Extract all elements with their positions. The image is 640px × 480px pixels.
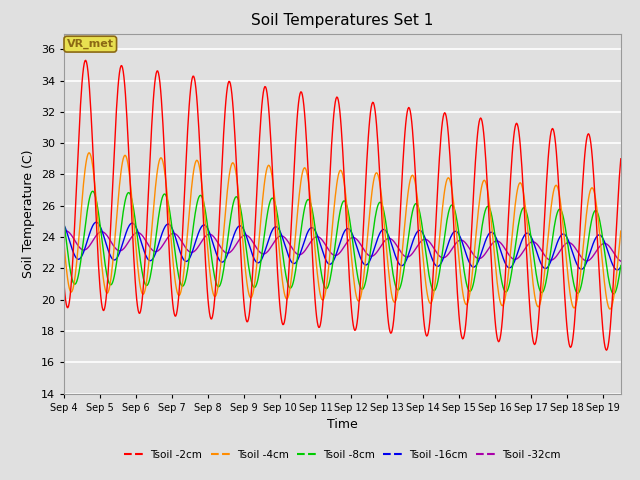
Y-axis label: Soil Temperature (C): Soil Temperature (C)	[22, 149, 35, 278]
Text: VR_met: VR_met	[67, 39, 114, 49]
X-axis label: Time: Time	[327, 418, 358, 431]
Legend: Tsoil -2cm, Tsoil -4cm, Tsoil -8cm, Tsoil -16cm, Tsoil -32cm: Tsoil -2cm, Tsoil -4cm, Tsoil -8cm, Tsoi…	[120, 445, 564, 464]
Title: Soil Temperatures Set 1: Soil Temperatures Set 1	[252, 13, 433, 28]
